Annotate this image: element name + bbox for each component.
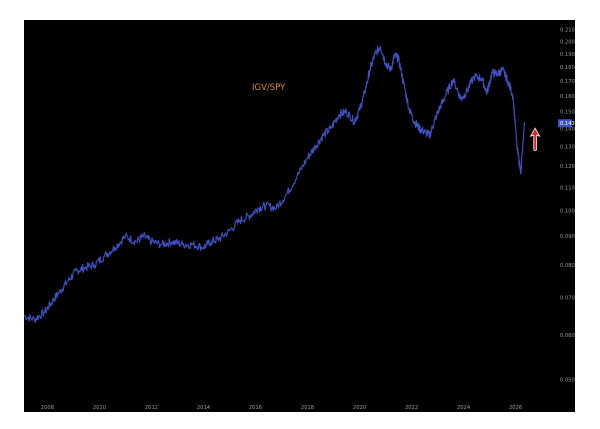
x-tick-label: 2026 [509,405,522,411]
plot-area [24,45,526,324]
x-tick-label: 2008 [41,405,54,411]
x-tick-label: 2020 [353,405,366,411]
y-tick-label: 0.120 [560,164,575,170]
last-value-marker [558,119,572,128]
y-tick-label: 0.070 [560,296,575,302]
x-tick-label: 2012 [145,405,158,411]
y-tick-label: 0.190 [560,52,575,58]
red-arrow-annotation [529,127,541,151]
x-tick-label: 2010 [93,405,106,411]
y-tick-label: 0.090 [560,234,575,240]
y-tick-label: 0.150 [560,110,575,116]
x-tick-label: 2014 [197,405,211,411]
chart-svg: IGV/SPY 0.0500.0600.0700.0800.0900.1000.… [24,27,575,411]
x-tick-label: 2024 [457,405,471,411]
y-tick-label: 0.160 [560,94,575,100]
last-value-label: 0.143 [560,121,575,127]
x-tick-label: 2018 [301,405,314,411]
y-tick-label: 0.080 [560,263,575,269]
y-tick-label: 0.110 [560,185,575,191]
y-tick-label: 0.170 [560,79,575,85]
y-tick-label: 0.140 [560,126,575,132]
y-tick-label: 0.200 [560,39,575,45]
y-tick-label: 0.180 [560,65,575,71]
chart-title: IGV/SPY [252,83,286,93]
chart-frame: IGV/SPY 0.050 0.060 0.070 0.080 0.090 0.100 0.… [24,20,575,412]
x-tick-label: 2022 [405,405,418,411]
y-tick-label: 0.050 [560,378,575,384]
y-tick-label: 0.130 [560,144,575,150]
y-tick-label: 0.210 [560,27,575,33]
y-tick-label: 0.100 [560,209,575,215]
y-axis: 0.050 0.060 0.070 0.080 0.090 0.100 0.110 0.120… [560,27,575,383]
x-axis: 2008 2010 2012 2014 2016 2018 2020 2022 2024 2026 [41,405,522,411]
series-line [24,45,526,324]
annotations: 0.143 [529,119,575,151]
x-tick-label: 2016 [249,405,262,411]
y-tick-label: 0.060 [560,333,575,339]
